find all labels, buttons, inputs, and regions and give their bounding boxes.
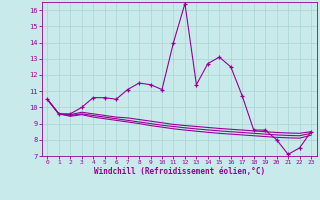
X-axis label: Windchill (Refroidissement éolien,°C): Windchill (Refroidissement éolien,°C) [94,167,265,176]
